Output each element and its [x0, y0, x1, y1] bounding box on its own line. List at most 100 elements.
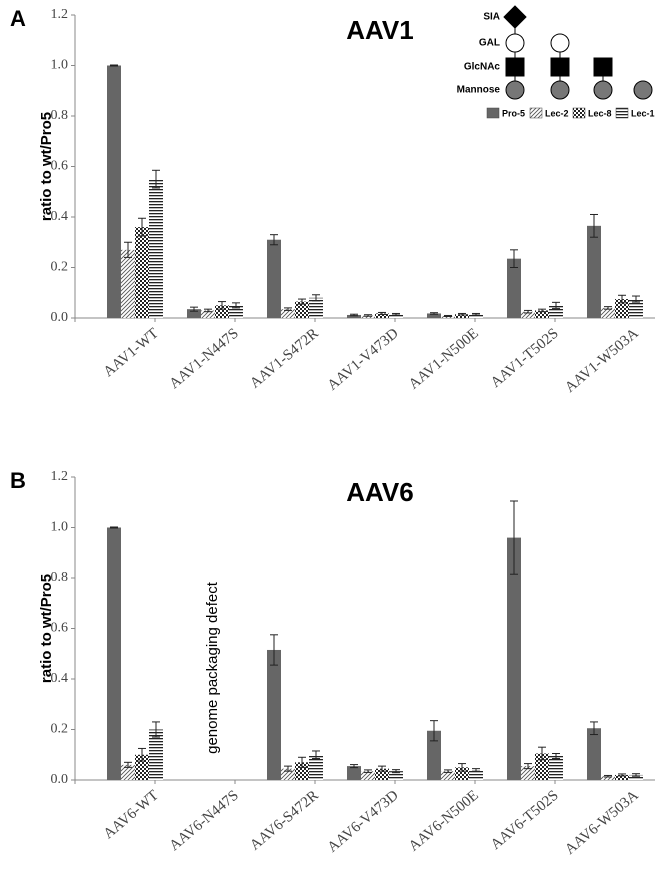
bar	[107, 527, 121, 780]
bar	[309, 297, 323, 318]
error-bar	[124, 241, 132, 258]
y-axis-label: ratio to wt/Pro5	[38, 112, 55, 221]
bar	[389, 771, 403, 780]
glycan-label: GlcNAc	[464, 62, 501, 73]
x-tick-label: AAV1-W503A	[562, 325, 642, 396]
error-bar	[350, 313, 358, 317]
error-bar	[138, 747, 146, 762]
bar	[601, 776, 615, 780]
bar	[455, 314, 469, 318]
legend-swatch	[615, 107, 629, 119]
y-tick-label: 0.6	[51, 621, 69, 636]
bar	[107, 65, 121, 318]
bar	[149, 179, 163, 318]
bar	[267, 649, 281, 780]
y-tick-label: 0.8	[51, 108, 69, 123]
error-bar	[364, 769, 372, 773]
error-bar	[444, 769, 452, 773]
x-tick-label: AAV1-T502S	[488, 325, 562, 391]
y-tick-label: 1.2	[51, 7, 69, 22]
error-bar	[524, 763, 532, 770]
error-bar	[138, 217, 146, 237]
error-bar	[604, 306, 612, 310]
bar	[615, 774, 629, 780]
bar	[295, 762, 309, 780]
error-bar	[538, 308, 546, 313]
error-bar	[430, 720, 438, 742]
bar	[121, 249, 135, 318]
glycan-label: GAL	[479, 38, 500, 49]
panel-label: A	[10, 6, 26, 31]
error-bar	[618, 773, 626, 777]
bar	[295, 301, 309, 318]
y-tick-label: 0.4	[51, 671, 69, 686]
error-bar	[270, 234, 278, 246]
error-bar	[510, 249, 518, 268]
legend-swatch	[572, 107, 586, 119]
error-bar	[284, 765, 292, 772]
glycan-diagram	[503, 5, 653, 100]
x-tick-label: AAV6-T502S	[488, 787, 562, 853]
bar	[267, 239, 281, 318]
error-bar	[472, 768, 480, 772]
bar	[455, 767, 469, 780]
bar	[507, 258, 521, 318]
bar	[629, 774, 643, 780]
error-bar	[298, 756, 306, 768]
bar	[375, 768, 389, 780]
bar	[629, 299, 643, 318]
glycan-label: SIA	[483, 12, 500, 23]
y-tick-label: 0.8	[51, 570, 69, 585]
legend-swatch	[529, 107, 543, 119]
y-tick-label: 0.6	[51, 159, 69, 174]
bar	[361, 771, 375, 780]
bar	[441, 771, 455, 780]
error-bar	[152, 721, 160, 738]
y-tick-label: 0.4	[51, 209, 69, 224]
bar	[427, 313, 441, 318]
bar	[427, 730, 441, 780]
error-bar	[124, 761, 132, 768]
error-bar	[378, 311, 386, 315]
bar	[521, 311, 535, 318]
bar	[469, 769, 483, 780]
bar	[281, 309, 295, 318]
error-bar	[284, 307, 292, 311]
error-bar	[458, 763, 466, 772]
bar	[347, 314, 361, 318]
y-tick-label: 0.0	[51, 772, 69, 787]
error-bar	[152, 169, 160, 189]
error-bar	[350, 764, 358, 769]
bar	[361, 315, 375, 318]
legend-swatch	[486, 107, 500, 119]
bar	[587, 225, 601, 318]
error-bar	[232, 302, 240, 309]
x-tick-label: AAV1-N447S	[167, 325, 242, 392]
error-bar	[472, 312, 480, 316]
error-bar	[590, 721, 598, 736]
legend-label: Lec-8	[588, 108, 612, 118]
bar	[549, 756, 563, 780]
bar	[375, 313, 389, 318]
error-bar	[510, 500, 518, 575]
bar	[469, 314, 483, 318]
legend-label: Pro-5	[502, 108, 525, 118]
error-bar	[632, 295, 640, 303]
error-bar	[378, 765, 386, 772]
bar	[615, 299, 629, 318]
bar	[347, 766, 361, 780]
error-bar	[110, 526, 118, 529]
bar	[601, 307, 615, 318]
error-bar	[298, 298, 306, 305]
bar	[535, 310, 549, 318]
error-bar	[110, 64, 118, 67]
legend-label: Lec-2	[545, 108, 569, 118]
panel-label: B	[10, 468, 26, 493]
annotation: genome packaging defect	[204, 581, 221, 754]
glycan-label: Mannose	[457, 85, 501, 96]
y-tick-label: 0.2	[51, 260, 69, 275]
bar	[149, 729, 163, 780]
bar	[521, 766, 535, 780]
error-bar	[458, 312, 466, 316]
bar	[229, 305, 243, 318]
